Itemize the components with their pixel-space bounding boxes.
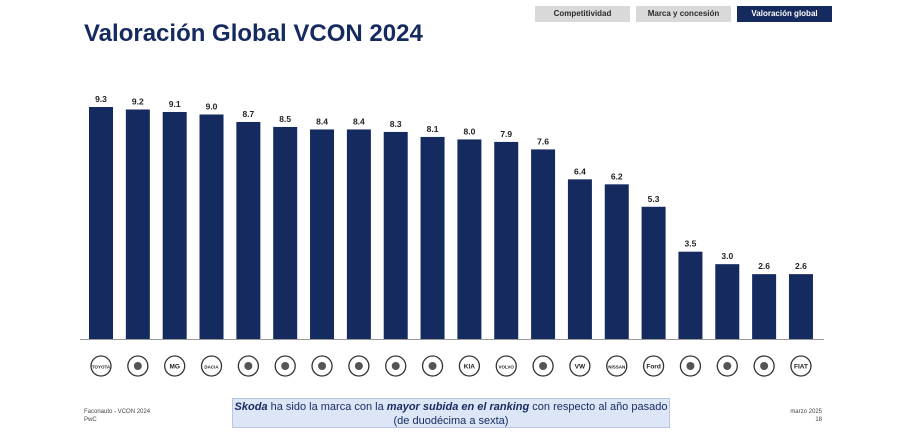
page-title: Valoración Global VCON 2024 [84,20,423,47]
footer-right-line1: marzo 2025 [790,409,822,415]
bar-cupra [125,109,150,339]
brand-logo-text: VOLVO [499,365,515,370]
bar-volvo [494,141,519,339]
brand-logo-icon: TOYOTA [90,355,112,377]
bar-citro-n [678,251,703,339]
footer-source: Faconauto - VCON 2024 PwC [84,408,150,424]
bar-skoda [273,126,298,339]
bar-dacia [199,114,224,339]
brand-logo-icon [385,355,407,377]
brand-logo-icon: DACIA [200,355,223,377]
note-emphasis: mayor subida en el ranking [386,401,530,413]
note-text-1: ha sido la marca con la [267,401,387,413]
tab-marca-concesion[interactable]: Marca y concesión [636,6,731,22]
brand-logo-icon: FIAT [790,355,812,377]
brand-logo-text: KIA [464,364,476,371]
brand-logo-icon [311,355,333,377]
footer-left-line1: Faconauto - VCON 2024 [84,409,151,415]
brand-logo-icon: Ford [642,355,665,377]
bar-mazda [236,121,261,339]
brand-logo-icon [716,355,738,377]
bar-opel [715,264,740,339]
value-label: 8.5 [279,114,291,124]
brand-logo-icon [753,355,775,377]
brand-logo-icon [421,355,444,377]
bar-nissan [604,184,629,339]
bar-toyota [89,107,113,339]
value-label: 9.0 [206,101,218,111]
brand-logo-icon: VOLVO [495,355,517,377]
insight-note: Skoda ha sido la marca con la mayor subi… [232,398,670,428]
note-text-2: con respecto al año pasado (de duodécima… [393,401,668,427]
section-tabs: Competitividad Marca y concesión Valorac… [535,6,832,22]
bar-mg [162,111,187,339]
brand-logo-text: MG [169,364,179,371]
brand-logo-icon: NISSAN [606,355,628,377]
bar-bmw [383,131,408,339]
bar-audi [531,149,556,339]
brand-logo-text: Ford [646,364,660,371]
bar-mercedes-benz [420,136,445,339]
brand-logo-icon [274,355,296,377]
value-label: 3.5 [685,239,697,249]
bar-seat [346,129,371,339]
value-label: 6.4 [574,166,586,176]
tab-valoracion-global[interactable]: Valoración global [737,6,832,22]
footer-left-line2: PwC [84,417,97,423]
brand-logo-icon [237,355,260,377]
value-label: 2.6 [795,261,807,271]
bar-fiat [788,274,813,339]
footer-date: marzo 2025 18 [790,408,822,424]
value-label: 5.3 [648,194,660,204]
value-label: 2.6 [758,261,770,271]
brand-logo-icon: MG [164,355,186,377]
bar-peugeot [752,274,777,339]
value-label: 8.4 [316,116,328,126]
note-brand: Skoda [234,401,268,413]
value-label: 3.0 [721,251,733,261]
bar-ford [641,206,666,339]
footer-right-line2: 18 [815,417,822,423]
brand-logo-icon: VW [569,355,591,377]
value-label: 9.1 [169,99,181,109]
brand-logo-icon [127,355,149,377]
value-label: 7.6 [537,136,549,146]
tab-competitividad[interactable]: Competitividad [535,6,630,22]
value-label: 8.0 [463,126,475,136]
value-label: 6.2 [611,171,623,181]
bar-volkswagen [567,179,592,339]
bar-kia [457,139,482,339]
value-label: 7.9 [500,129,512,139]
brand-logo-text: NISSAN [608,365,625,370]
brand-logo-icon [532,355,554,377]
value-label: 8.3 [390,119,402,129]
brand-logo-icon: KIA [458,355,481,377]
brand-logo-icon [348,355,370,377]
brand-logo-text: DACIA [204,365,219,370]
value-label: 9.2 [132,96,144,106]
value-label: 8.7 [242,109,254,119]
brand-logo-icon [679,355,702,377]
brand-logo-text: VW [575,364,586,371]
value-label: 8.1 [427,124,439,134]
brand-logo-text: TOYOTA [92,365,111,370]
bar-renault [310,129,335,339]
value-label: 8.4 [353,116,365,126]
value-label: 9.3 [95,94,107,104]
brand-logo-text: FIAT [794,364,808,371]
